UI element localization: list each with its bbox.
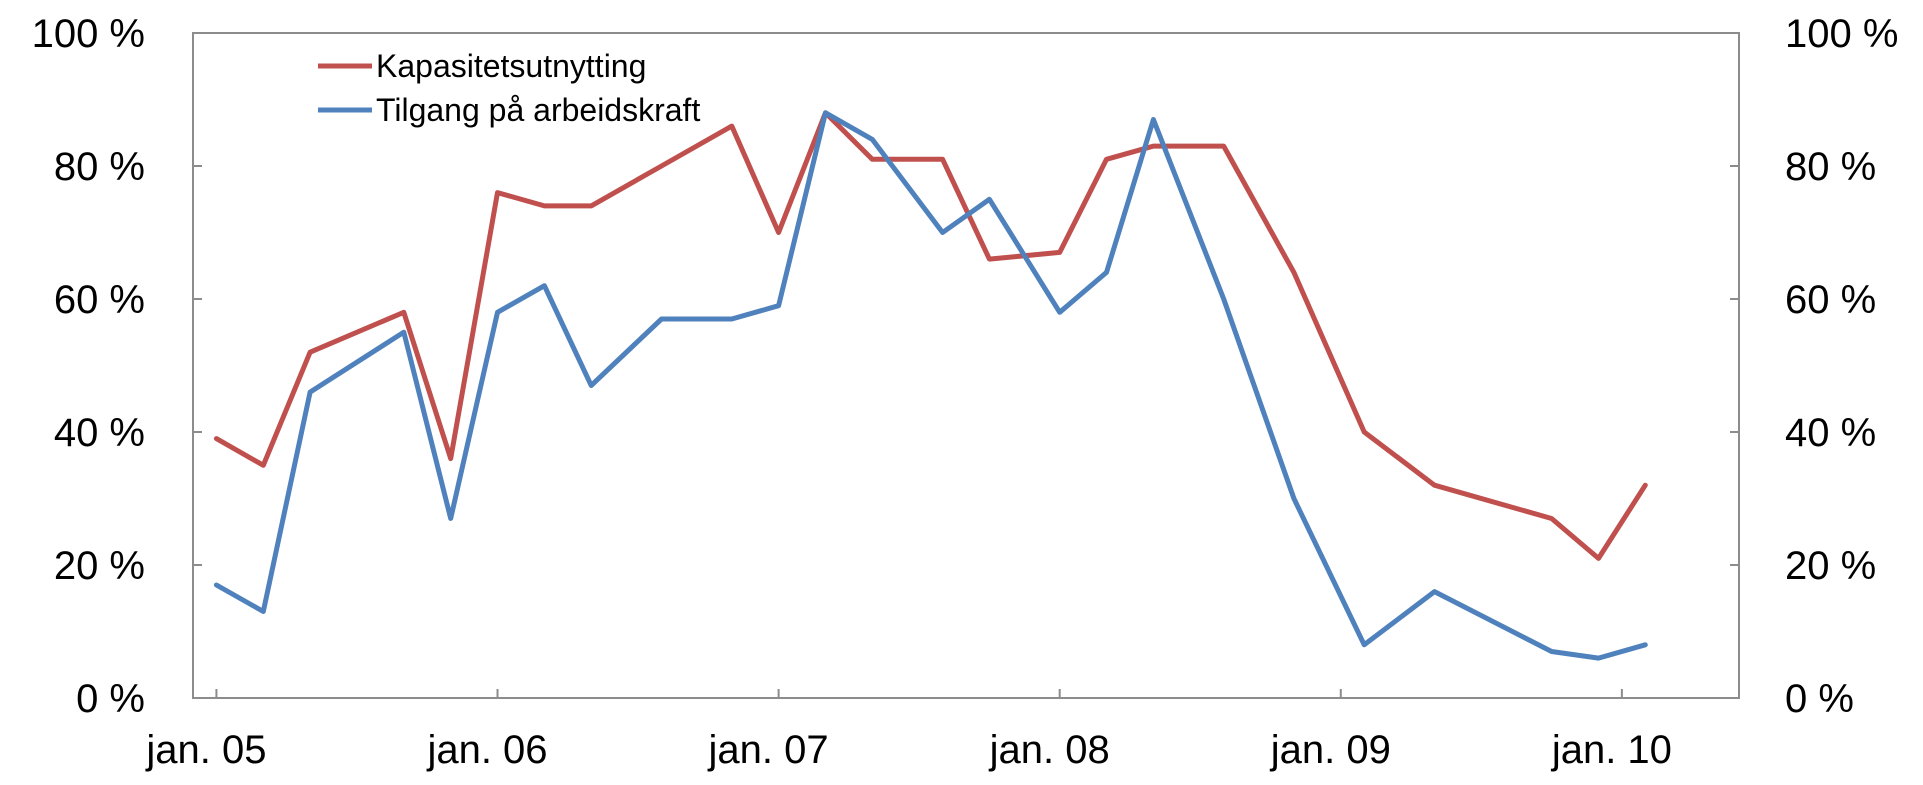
- x-axis: jan. 05 jan. 06 jan. 07 jan. 08 jan. 09 jan. …: [145, 689, 1672, 772]
- x-tick-label: jan. 09: [1270, 728, 1391, 772]
- right-y-axis: 0 % 20 % 40 % 60 % 80 % 100 %: [1730, 12, 1898, 721]
- y-tick-label-right: 60 %: [1785, 278, 1876, 322]
- y-tick-label-right: 0 %: [1785, 677, 1854, 721]
- x-tick-label: jan. 07: [708, 728, 829, 772]
- y-tick-label-right: 100 %: [1785, 12, 1898, 56]
- y-tick-label-left: 0 %: [76, 677, 145, 721]
- y-tick-label-left: 100 %: [32, 12, 145, 56]
- legend-label: Kapasitetsutnytting: [376, 48, 646, 84]
- legend-label: Tilgang på arbeidskraft: [376, 92, 700, 128]
- x-tick-label: jan. 10: [1551, 728, 1672, 772]
- x-tick-label: jan. 05: [145, 728, 266, 772]
- y-tick-label-left: 20 %: [54, 544, 145, 588]
- legend: Kapasitetsutnytting Tilgang på arbeidskra…: [318, 48, 700, 128]
- x-tick-label: jan. 06: [426, 728, 547, 772]
- y-tick-label-left: 40 %: [54, 411, 145, 455]
- series-line-1: [213, 110, 1648, 561]
- y-tick-label-right: 20 %: [1785, 544, 1876, 588]
- x-tick-label: jan. 08: [989, 728, 1110, 772]
- y-tick-label-right: 80 %: [1785, 145, 1876, 189]
- y-tick-label-left: 60 %: [54, 278, 145, 322]
- plot-area-frame: [192, 32, 1740, 699]
- left-y-axis: 0 % 20 % 40 % 60 % 80 % 100 %: [32, 12, 202, 721]
- y-tick-label-right: 40 %: [1785, 411, 1876, 455]
- series-line-2: [213, 110, 1648, 661]
- series-lines: [213, 110, 1648, 661]
- y-tick-label-left: 80 %: [54, 145, 145, 189]
